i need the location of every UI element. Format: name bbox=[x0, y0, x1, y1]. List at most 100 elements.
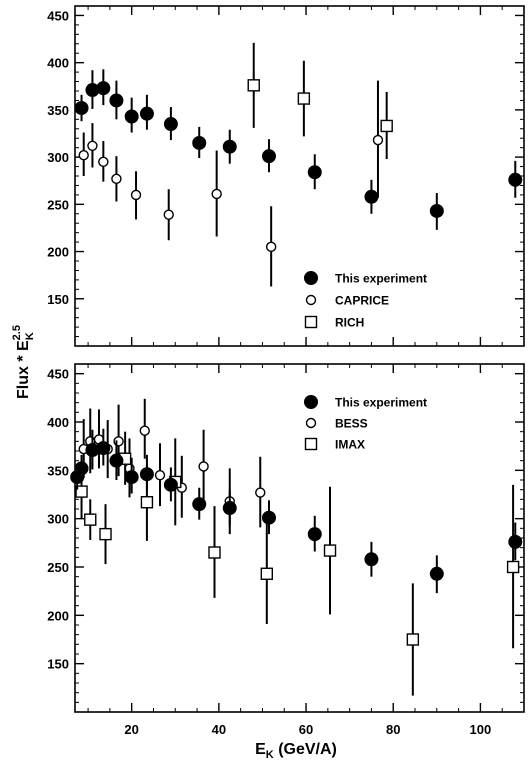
legend-item-this-experiment: This experiment bbox=[304, 271, 427, 286]
data-point bbox=[222, 139, 237, 154]
top-y-tick-label: 250 bbox=[47, 197, 69, 212]
x-axis-title: EK (GeV/A) bbox=[255, 741, 337, 761]
top-y-tick-label: 300 bbox=[47, 150, 69, 165]
top-series-caprice bbox=[78, 80, 384, 287]
data-point bbox=[124, 470, 139, 485]
data-point bbox=[78, 150, 89, 161]
bottom-y-tick-label: 450 bbox=[47, 367, 69, 382]
y-axis-title: Flux * EK2.5 bbox=[11, 325, 36, 399]
data-point bbox=[260, 567, 274, 580]
bottom-y-tick-label: 150 bbox=[47, 657, 69, 672]
legend-label: RICH bbox=[335, 316, 364, 330]
data-point bbox=[109, 453, 124, 468]
bottom-y-tick-label: 350 bbox=[47, 463, 69, 478]
x-axis-title-rest: (GeV/A) bbox=[274, 741, 337, 758]
data-point bbox=[74, 101, 89, 115]
data-point bbox=[364, 552, 379, 567]
legend-marker bbox=[304, 395, 318, 409]
bottom-y-tick-label: 200 bbox=[47, 608, 69, 623]
legend-item-bess: BESS bbox=[305, 417, 368, 431]
data-point bbox=[75, 485, 88, 498]
top-y-tick-label: 150 bbox=[47, 292, 69, 307]
bottom-legend: This experiment BESS IMAX bbox=[304, 395, 427, 452]
data-point bbox=[429, 203, 444, 218]
data-point bbox=[109, 93, 124, 108]
legend-label: This experiment bbox=[335, 272, 427, 286]
bottom-plot-frame bbox=[74, 363, 525, 713]
data-point bbox=[247, 79, 260, 92]
legend-marker bbox=[305, 417, 317, 429]
top-plot-frame bbox=[74, 5, 525, 347]
data-point bbox=[140, 496, 154, 509]
legend-label: BESS bbox=[335, 417, 368, 431]
data-point bbox=[111, 173, 122, 185]
x-tick-label: 40 bbox=[212, 722, 226, 737]
top-y-tick-label: 200 bbox=[47, 245, 69, 260]
data-point bbox=[261, 149, 276, 164]
data-point bbox=[99, 527, 112, 541]
legend-item-imax: IMAX bbox=[304, 437, 365, 452]
data-point bbox=[255, 487, 266, 498]
bottom-series-bess bbox=[78, 398, 266, 535]
data-point bbox=[380, 119, 393, 133]
legend-item-rich: RICH bbox=[304, 315, 364, 330]
data-point bbox=[429, 566, 444, 581]
data-point bbox=[307, 527, 322, 542]
data-point bbox=[130, 189, 142, 201]
top-series-rich bbox=[247, 42, 393, 159]
legend-marker bbox=[304, 271, 318, 285]
legend-label: CAPRICE bbox=[335, 294, 389, 308]
data-point bbox=[139, 467, 154, 482]
x-axis-title-main: E bbox=[255, 741, 266, 758]
data-point bbox=[508, 172, 523, 187]
bottom-panel: 150 200 250 300 350 400 450 20 40 60 80 100 This exp… bbox=[47, 363, 525, 737]
x-tick-label: 100 bbox=[470, 722, 492, 737]
bottom-y-tick-label: 400 bbox=[47, 415, 69, 430]
data-point bbox=[192, 497, 207, 512]
data-point bbox=[364, 189, 379, 204]
x-tick-label: 80 bbox=[386, 722, 400, 737]
y-axis-title-main: Flux * E bbox=[15, 340, 32, 399]
data-point bbox=[406, 633, 420, 646]
data-point bbox=[87, 140, 98, 151]
legend-label: IMAX bbox=[335, 438, 365, 452]
legend-marker bbox=[304, 437, 318, 451]
top-y-tick-label: 350 bbox=[47, 103, 69, 118]
data-point bbox=[307, 165, 322, 180]
top-y-tick-label: 450 bbox=[47, 8, 69, 23]
data-point bbox=[208, 546, 221, 559]
data-point bbox=[139, 425, 150, 436]
y-axis-title-sup: 2.5 bbox=[11, 325, 23, 340]
legend-item-this-experiment: This experiment bbox=[304, 395, 427, 410]
data-point bbox=[323, 544, 337, 557]
x-tick-label: 20 bbox=[124, 722, 138, 737]
data-point bbox=[139, 106, 154, 121]
y-axis-title-sub: K bbox=[24, 332, 36, 340]
legend-item-caprice: CAPRICE bbox=[305, 294, 389, 308]
data-point bbox=[163, 477, 178, 492]
data-point bbox=[261, 510, 276, 525]
data-point bbox=[372, 134, 384, 146]
data-point bbox=[265, 241, 277, 253]
data-point bbox=[297, 92, 311, 105]
data-point bbox=[124, 109, 139, 124]
data-point bbox=[508, 534, 523, 549]
legend-label: This experiment bbox=[335, 396, 427, 410]
top-series-this-experiment bbox=[74, 69, 523, 230]
data-point bbox=[84, 513, 97, 526]
data-point bbox=[222, 501, 237, 516]
x-axis-title-sub: K bbox=[266, 749, 274, 761]
legend-marker bbox=[305, 294, 317, 306]
top-panel: 150 200 250 300 350 400 450 This experiment CAPR… bbox=[47, 5, 525, 347]
data-point bbox=[74, 461, 89, 476]
top-y-tick-label: 400 bbox=[47, 56, 69, 71]
data-point bbox=[198, 461, 209, 472]
x-tick-label: 60 bbox=[299, 722, 313, 737]
data-point bbox=[96, 81, 111, 96]
data-point bbox=[98, 156, 109, 168]
data-point bbox=[506, 560, 520, 574]
legend-marker bbox=[304, 315, 318, 329]
data-point bbox=[163, 117, 178, 132]
top-legend: This experiment CAPRICE RICH bbox=[304, 271, 427, 330]
